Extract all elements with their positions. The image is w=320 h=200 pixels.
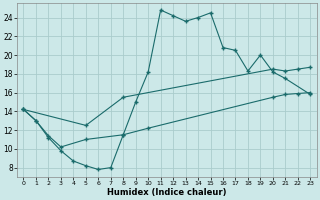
X-axis label: Humidex (Indice chaleur): Humidex (Indice chaleur) [107,188,227,197]
